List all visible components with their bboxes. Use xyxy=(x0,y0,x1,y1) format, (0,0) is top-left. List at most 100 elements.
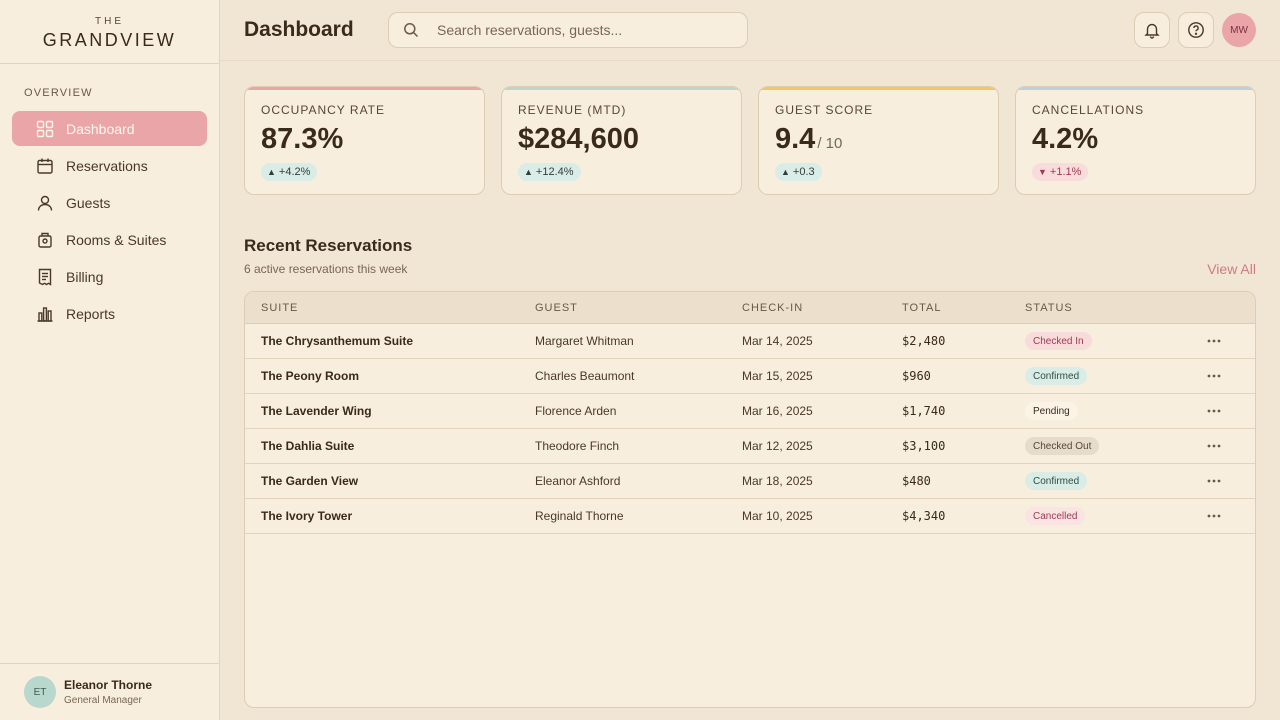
more-icon xyxy=(1207,514,1221,518)
stat-value: $284,600 xyxy=(518,123,639,156)
reservations-table: SUITE GUEST CHECK-IN TOTAL STATUS The Ch… xyxy=(244,291,1256,708)
stat-number: 87.3% xyxy=(261,123,344,155)
sidebar-item-dashboard[interactable]: Dashboard xyxy=(12,111,207,146)
table-row[interactable]: The Lavender Wing Florence Arden Mar 16,… xyxy=(245,394,1255,429)
status-badge: Confirmed xyxy=(1025,367,1088,385)
search-icon xyxy=(404,23,419,38)
stat-delta: +4.2% xyxy=(278,166,311,178)
header-divider xyxy=(220,60,1280,61)
room-icon xyxy=(36,231,54,249)
more-actions-button[interactable] xyxy=(1205,507,1223,525)
more-actions-button[interactable] xyxy=(1205,437,1223,455)
more-actions-button[interactable] xyxy=(1205,402,1223,420)
column-header-checkin[interactable]: CHECK-IN xyxy=(742,302,804,314)
card-accent xyxy=(245,87,484,90)
status-badge: Confirmed xyxy=(1025,472,1088,490)
stat-delta-badge: ▼ +1.1% xyxy=(1032,163,1089,181)
total-amount: $2,480 xyxy=(902,334,946,348)
stat-delta-badge: ▲ +0.3 xyxy=(775,163,822,181)
checkin-date: Mar 15, 2025 xyxy=(742,369,813,383)
checkin-date: Mar 12, 2025 xyxy=(742,439,813,453)
status-badge: Checked Out xyxy=(1025,437,1100,455)
column-header-guest[interactable]: GUEST xyxy=(535,302,578,314)
table-row[interactable]: The Peony Room Charles Beaumont Mar 15, … xyxy=(245,359,1255,394)
sidebar-item-guests[interactable]: Guests xyxy=(12,185,207,220)
brand-logo[interactable]: THE GRANDVIEW xyxy=(0,0,219,64)
table-row[interactable]: The Dahlia Suite Theodore Finch Mar 12, … xyxy=(245,429,1255,464)
view-all-link[interactable]: View All xyxy=(1207,261,1256,277)
sidebar-item-billing[interactable]: Billing xyxy=(12,259,207,294)
sidebar-item-reservations[interactable]: Reservations xyxy=(12,148,207,183)
sidebar-item-label: Reservations xyxy=(66,157,148,174)
status-badge: Checked In xyxy=(1025,332,1092,350)
page-title: Dashboard xyxy=(244,18,354,41)
stat-value: 9.4/ 10 xyxy=(775,123,842,156)
suite-name: The Lavender Wing xyxy=(261,404,372,418)
notifications-button[interactable] xyxy=(1134,12,1170,48)
total-amount: $1,740 xyxy=(902,404,946,418)
card-accent xyxy=(759,87,998,90)
sidebar: THE GRANDVIEW OVERVIEW Dashboard Reserva… xyxy=(0,0,220,720)
stat-label: CANCELLATIONS xyxy=(1032,103,1145,117)
user-role: General Manager xyxy=(64,695,142,706)
total-amount: $3,100 xyxy=(902,439,946,453)
stat-delta: +0.3 xyxy=(792,166,815,178)
trend-down-icon: ▼ xyxy=(1038,167,1047,177)
table-row[interactable]: The Chrysanthemum Suite Margaret Whitman… xyxy=(245,324,1255,359)
table-row[interactable]: The Garden View Eleanor Ashford Mar 18, … xyxy=(245,464,1255,499)
more-actions-button[interactable] xyxy=(1205,472,1223,490)
table-header: SUITE GUEST CHECK-IN TOTAL STATUS xyxy=(245,292,1255,324)
calendar-icon xyxy=(36,157,54,175)
stat-delta: +1.1% xyxy=(1049,166,1082,178)
status-badge: Cancelled xyxy=(1025,507,1086,525)
guest-name: Reginald Thorne xyxy=(535,509,624,523)
receipt-icon xyxy=(36,268,54,286)
sidebar-item-reports[interactable]: Reports xyxy=(12,296,207,331)
current-user[interactable]: ET Eleanor Thorne General Manager xyxy=(0,663,219,720)
guest-name: Florence Arden xyxy=(535,404,617,418)
total-amount: $960 xyxy=(902,369,931,383)
column-header-suite[interactable]: SUITE xyxy=(261,302,299,314)
checkin-date: Mar 16, 2025 xyxy=(742,404,813,418)
status-badge: Pending xyxy=(1025,402,1078,420)
more-icon xyxy=(1207,339,1221,343)
trend-up-icon: ▲ xyxy=(267,167,276,177)
stat-delta-badge: ▲ +4.2% xyxy=(261,163,318,181)
stat-label: OCCUPANCY RATE xyxy=(261,103,386,117)
suite-name: The Peony Room xyxy=(261,369,360,383)
suite-name: The Garden View xyxy=(261,474,359,488)
search-input[interactable] xyxy=(437,22,727,38)
trend-up-icon: ▲ xyxy=(524,167,533,177)
sidebar-item-rooms[interactable]: Rooms & Suites xyxy=(12,222,207,257)
stat-label: GUEST SCORE xyxy=(775,103,874,117)
stat-card-occupancy: OCCUPANCY RATE 87.3% ▲ +4.2% xyxy=(244,86,485,195)
column-header-status[interactable]: STATUS xyxy=(1025,302,1073,314)
help-button[interactable] xyxy=(1178,12,1214,48)
suite-name: The Dahlia Suite xyxy=(261,439,355,453)
more-actions-button[interactable] xyxy=(1205,367,1223,385)
dashboard-icon xyxy=(36,120,54,138)
guest-name: Eleanor Ashford xyxy=(535,474,621,488)
guest-name: Margaret Whitman xyxy=(535,334,634,348)
checkin-date: Mar 18, 2025 xyxy=(742,474,813,488)
stat-value: 4.2% xyxy=(1032,123,1098,156)
checkin-date: Mar 14, 2025 xyxy=(742,334,813,348)
sidebar-item-label: Rooms & Suites xyxy=(66,231,167,248)
table-row[interactable]: The Ivory Tower Reginald Thorne Mar 10, … xyxy=(245,499,1255,534)
more-actions-button[interactable] xyxy=(1205,332,1223,350)
brand-name: GRANDVIEW xyxy=(42,30,177,50)
stat-delta-badge: ▲ +12.4% xyxy=(518,163,581,181)
search-bar[interactable] xyxy=(388,12,748,48)
trend-up-icon: ▲ xyxy=(781,167,790,177)
guest-name: Theodore Finch xyxy=(535,439,620,453)
column-header-total[interactable]: TOTAL xyxy=(902,302,942,314)
checkin-date: Mar 10, 2025 xyxy=(742,509,813,523)
guest-name: Charles Beaumont xyxy=(535,369,635,383)
profile-avatar[interactable]: MW xyxy=(1222,13,1256,47)
sidebar-item-label: Reports xyxy=(66,305,116,322)
nav-section-label: OVERVIEW xyxy=(24,87,93,99)
stat-value: 87.3% xyxy=(261,123,343,156)
stat-number: $284,600 xyxy=(518,123,639,155)
more-icon xyxy=(1207,479,1221,483)
stat-suffix: / 10 xyxy=(817,135,843,152)
